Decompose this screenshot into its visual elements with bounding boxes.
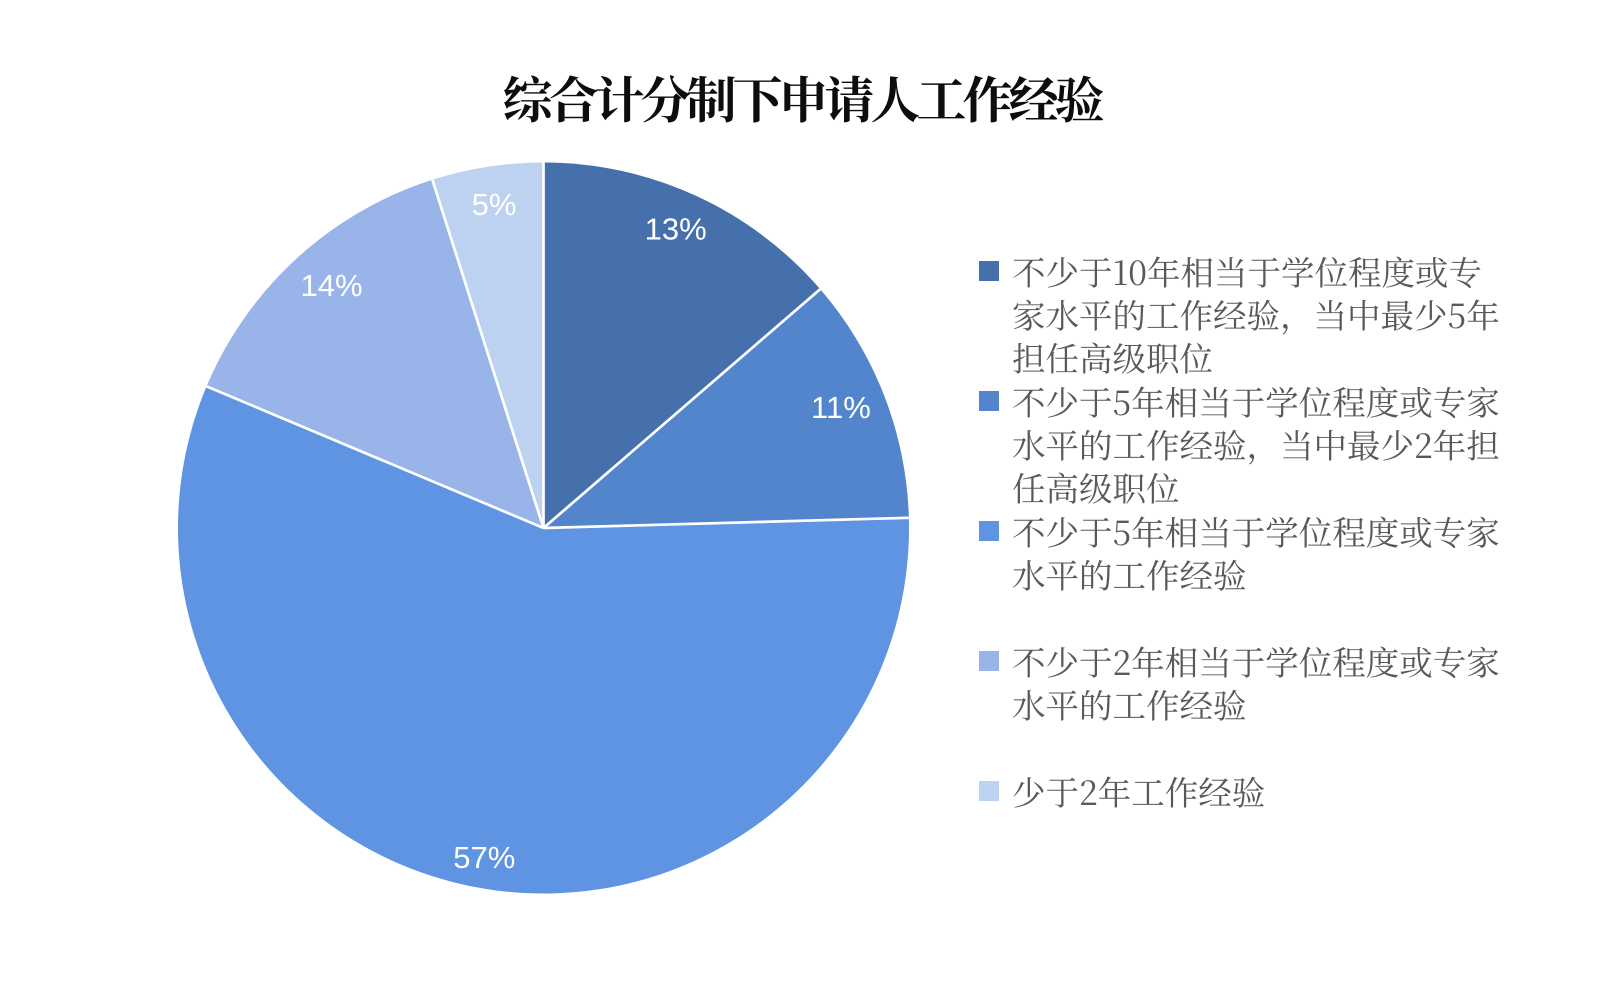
svg-text:14%: 14% bbox=[300, 268, 362, 303]
svg-text:13%: 13% bbox=[645, 212, 707, 247]
svg-text:11%: 11% bbox=[811, 390, 871, 425]
svg-text:57%: 57% bbox=[453, 840, 515, 875]
svg-text:5%: 5% bbox=[472, 187, 517, 222]
